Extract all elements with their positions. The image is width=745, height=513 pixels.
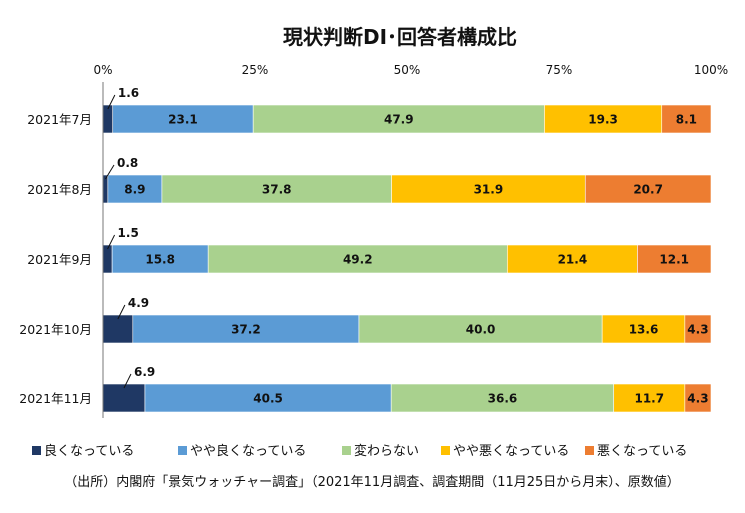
legend-swatch — [342, 446, 351, 455]
bar-segment — [102, 244, 113, 274]
legend-swatch — [585, 446, 594, 455]
data-label: 36.6 — [488, 392, 518, 406]
bar-segment — [637, 244, 712, 274]
bar-segment — [107, 174, 163, 204]
bar-segment — [684, 314, 712, 344]
data-label: 20.7 — [633, 183, 663, 197]
data-label: 12.1 — [659, 253, 689, 267]
data-label: 1.5 — [118, 226, 139, 240]
data-label: 6.9 — [134, 365, 155, 379]
legend-entry: 変わらない — [354, 443, 419, 459]
bar-segment — [102, 314, 134, 344]
label-leader-line — [107, 234, 116, 250]
legend-entry: やや良くなっている — [190, 443, 306, 459]
category-label: 2021年8月 — [27, 182, 92, 197]
bar-segment — [111, 244, 209, 274]
plot-area — [102, 82, 712, 418]
x-tick-label: 75% — [546, 63, 573, 77]
legend-entry: 良くなっている — [44, 443, 134, 459]
bar-segment — [132, 314, 360, 344]
bar-segment — [144, 383, 392, 413]
data-label: 19.3 — [588, 113, 618, 127]
data-label: 4.3 — [687, 392, 708, 406]
category-label: 2021年7月 — [27, 112, 92, 127]
bar-segment — [102, 174, 109, 204]
data-label: 15.8 — [145, 253, 175, 267]
x-axis-ticks: 0% 25% 50% 75% 100% — [93, 63, 728, 77]
data-label: 23.1 — [168, 113, 198, 127]
legend-swatch — [441, 446, 450, 455]
data-label: 40.5 — [253, 392, 283, 406]
bar-segment — [112, 104, 254, 134]
bar-segment — [252, 104, 545, 134]
bar-segment — [390, 383, 615, 413]
data-label: 0.8 — [117, 156, 138, 170]
data-label: 47.9 — [384, 113, 414, 127]
label-leader-line — [105, 164, 115, 180]
data-label: 13.6 — [629, 323, 659, 337]
bar-segment — [684, 383, 712, 413]
bar-segment — [358, 314, 603, 344]
x-tick-label: 50% — [394, 63, 421, 77]
data-label: 21.4 — [558, 253, 588, 267]
data-labels: 1.6 23.1 47.9 19.3 8.1 0.8 8.9 37.8 31.9 20.7 1.5 1… — [105, 86, 709, 406]
x-tick-label: 100% — [694, 63, 728, 77]
bar-segment — [391, 174, 586, 204]
bar-segment — [102, 383, 146, 413]
data-label: 8.9 — [124, 183, 145, 197]
bar-segment — [207, 244, 508, 274]
data-label: 40.0 — [466, 323, 496, 337]
data-label: 1.6 — [118, 86, 139, 100]
data-label: 4.9 — [128, 296, 149, 310]
bar-segment — [584, 174, 712, 204]
chart-title: 現状判断DI･回答者構成比 — [283, 25, 517, 49]
bar-segment — [544, 104, 663, 134]
data-label: 37.8 — [262, 183, 292, 197]
bar-segment — [661, 104, 712, 134]
legend: 良くなっている やや良くなっている 変わらない やや悪くなっている 悪くなっている — [32, 443, 687, 459]
category-label: 2021年11月 — [19, 391, 92, 406]
bar-segment — [613, 383, 686, 413]
data-label: 31.9 — [474, 183, 504, 197]
data-label: 8.1 — [676, 113, 697, 127]
category-label: 2021年9月 — [27, 252, 92, 267]
label-leader-line — [123, 373, 132, 389]
bar-segment — [161, 174, 392, 204]
legend-entry: やや悪くなっている — [453, 444, 569, 459]
data-label: 4.3 — [687, 323, 708, 337]
category-label: 2021年10月 — [19, 322, 92, 337]
legend-swatch — [32, 446, 41, 455]
data-label: 37.2 — [231, 323, 261, 337]
bar-segment — [102, 104, 114, 134]
data-label: 49.2 — [343, 253, 373, 267]
source-note: （出所）内閣府「景気ウォッチャー調査」（2021年11月調査、調査期間（11月2… — [64, 474, 680, 490]
x-tick-label: 0% — [93, 63, 112, 77]
label-leader-line — [107, 94, 116, 110]
x-tick-label: 25% — [242, 63, 269, 77]
label-leader-line — [117, 304, 126, 320]
legend-entry: 悪くなっている — [597, 444, 687, 459]
legend-swatch — [178, 446, 187, 455]
category-axis: 2021年7月 2021年8月 2021年9月 2021年10月 2021年11月 — [19, 112, 92, 406]
data-label: 11.7 — [634, 392, 664, 406]
